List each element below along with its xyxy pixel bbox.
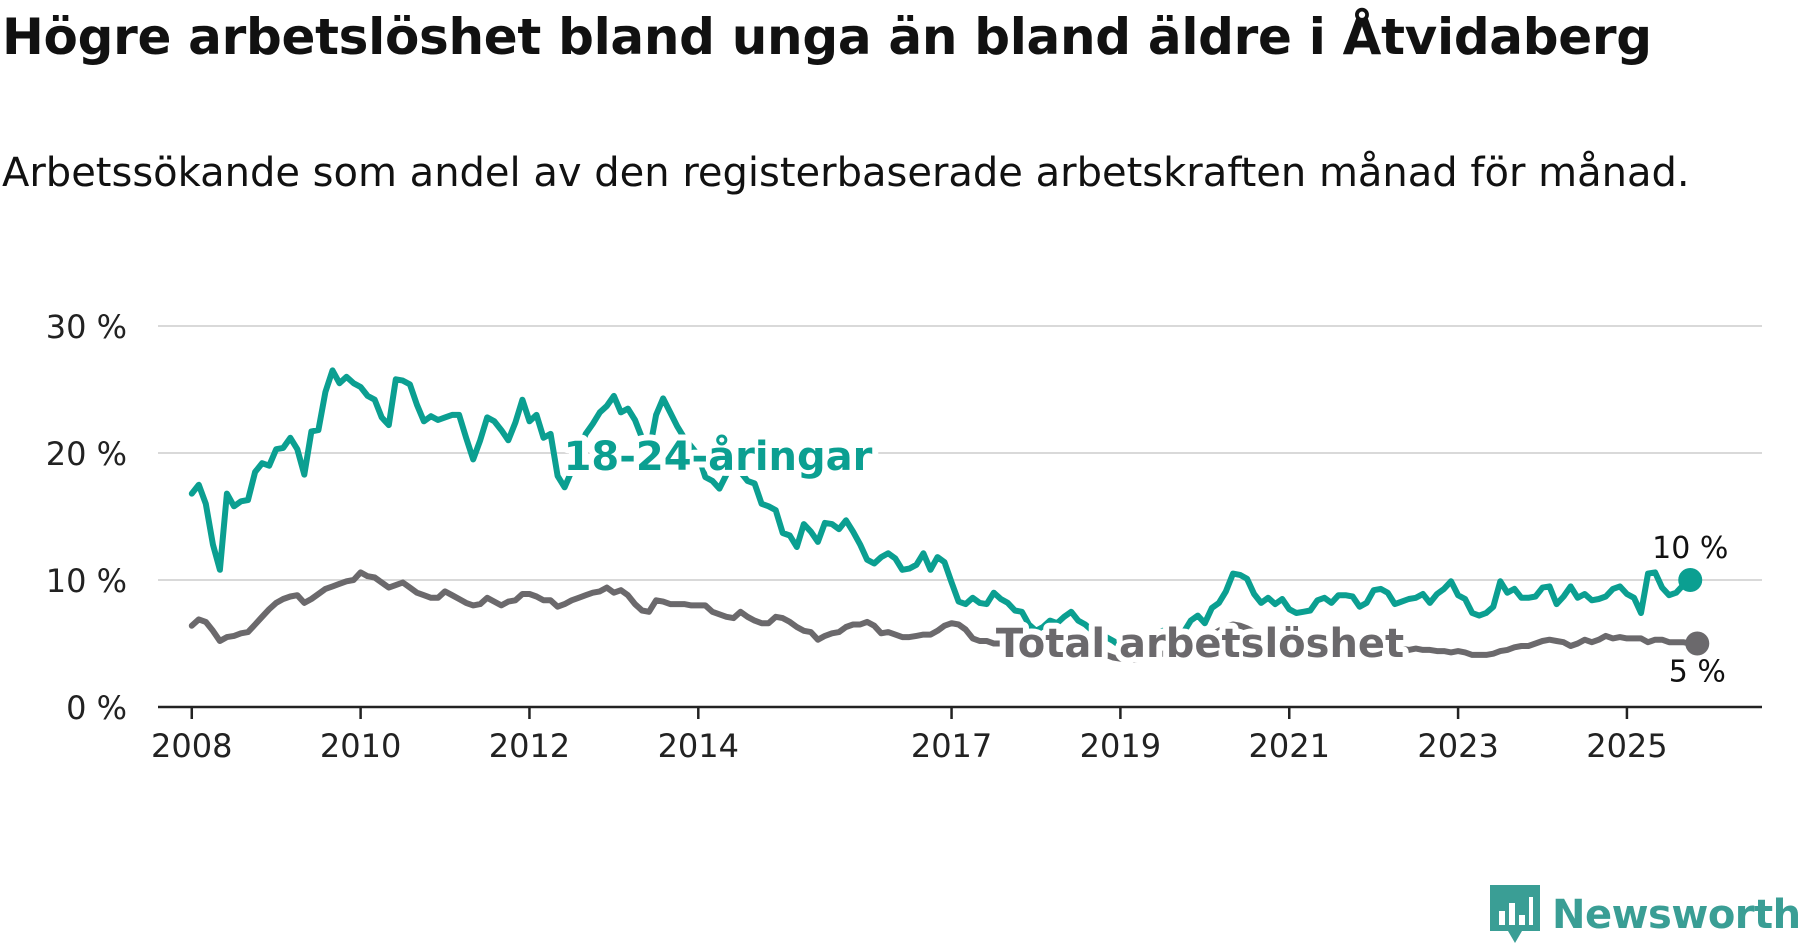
y-tick-label: 10 % — [46, 562, 127, 600]
y-tick-label: 20 % — [46, 435, 127, 473]
x-tick-label: 2025 — [1586, 727, 1667, 765]
y-tick-label: 30 % — [46, 308, 127, 346]
total-end-label: 5 % — [1669, 655, 1726, 690]
chart-subtitle: Arbetssökande som andel av den registerb… — [2, 150, 1690, 196]
total-series-line — [188, 569, 1701, 663]
youth-series-label: 18-24-åringar — [564, 433, 873, 480]
youth-end-label: 10 % — [1652, 531, 1728, 566]
newsworthy-logo-text: Newsworthy — [1552, 892, 1800, 938]
x-tick-label: 2008 — [151, 727, 232, 765]
x-tick-label: 2014 — [658, 727, 739, 765]
x-tick-label: 2017 — [911, 727, 992, 765]
newsworthy-logo: Newsworthy — [1490, 885, 1800, 945]
youth-series-line — [188, 367, 1694, 655]
total-end-point — [1685, 631, 1710, 656]
x-tick-label: 2012 — [489, 727, 570, 765]
total-series-label: Total arbetslöshet — [996, 621, 1404, 667]
x-tick-label: 2021 — [1249, 727, 1330, 765]
chart-title: Högre arbetslöshet bland unga än bland ä… — [2, 8, 1652, 66]
x-tick-label: 2023 — [1417, 727, 1498, 765]
youth-end-point — [1678, 568, 1703, 592]
newsworthy-logo-icon — [1490, 885, 1540, 943]
x-tick-label: 2019 — [1080, 727, 1161, 765]
x-tick-label: 2010 — [320, 727, 401, 765]
y-tick-label: 0 % — [66, 689, 127, 727]
